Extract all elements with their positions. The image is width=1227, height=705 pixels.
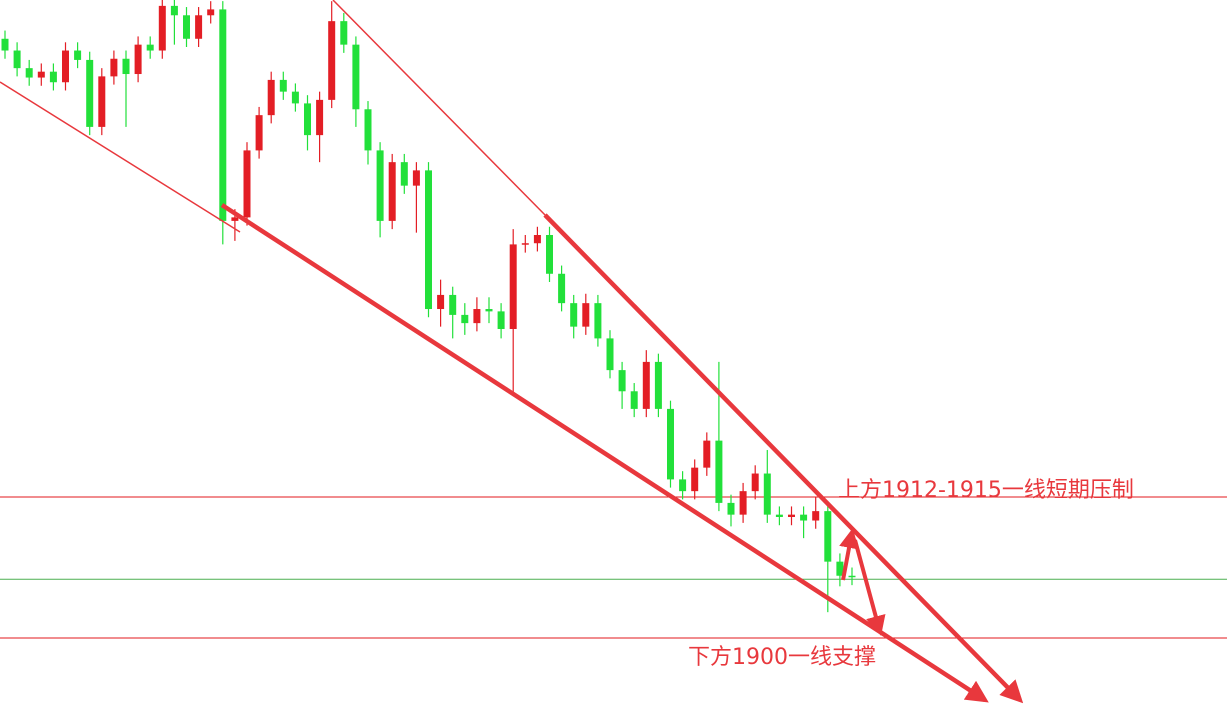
candle-body [449, 294, 457, 315]
candle-body [521, 243, 529, 245]
candle-body [86, 59, 94, 127]
candle-body [812, 511, 820, 521]
candle-body [255, 115, 263, 151]
lower-trendline-thin [0, 81, 241, 233]
candle-body [788, 514, 795, 517]
candle-body [763, 473, 771, 515]
candle-body [98, 76, 106, 127]
candle-body [49, 71, 57, 83]
candle-body [727, 502, 735, 515]
candle-body [146, 44, 154, 51]
lower-trendline [220, 203, 989, 703]
candle-body [654, 361, 662, 409]
candle-body [437, 294, 445, 310]
arrow-up [839, 528, 859, 581]
candle-body [800, 514, 808, 521]
candle-body [316, 99, 324, 136]
candle-body [533, 235, 541, 244]
candle-body [570, 303, 578, 327]
arrow-down [853, 539, 886, 636]
candle-body [267, 79, 275, 116]
candle-body [412, 170, 420, 186]
candle-body [497, 311, 505, 329]
candle-body [388, 162, 396, 221]
candle-body [582, 303, 590, 327]
candle-body [400, 162, 408, 186]
candle-body [739, 491, 747, 515]
candle-body [703, 440, 711, 468]
candle-body [340, 21, 348, 45]
support-note: 下方1900一线支撑 [688, 645, 876, 670]
resistance-note: 上方1912-1915一线短期压制 [838, 478, 1134, 503]
candle-body [667, 408, 674, 480]
upper-trendline [543, 213, 1024, 704]
candle-body [606, 338, 614, 371]
candle-body [25, 68, 33, 78]
candle-body [13, 50, 21, 69]
candle-body [715, 440, 723, 503]
trendlines [0, 0, 1024, 704]
candle-body [62, 50, 69, 83]
candle-body [243, 150, 251, 218]
candle-body [775, 514, 783, 517]
candle-body [134, 44, 142, 75]
candle-body [158, 5, 166, 51]
candle-body [352, 44, 360, 110]
candle-body [824, 511, 832, 562]
candle-body [304, 103, 311, 136]
candle-body [751, 473, 759, 492]
candle-body [836, 561, 844, 576]
candle-body [594, 303, 602, 339]
candle-body [691, 467, 699, 492]
candle-body [328, 21, 336, 100]
candle-body [425, 170, 432, 310]
candle-body [195, 15, 203, 39]
candle-body [509, 244, 517, 329]
candle-body [110, 58, 118, 77]
candles [1, 0, 856, 613]
candle-body [364, 109, 372, 151]
candle-body [1, 38, 9, 51]
candle-body [461, 314, 469, 324]
candle-body [473, 309, 481, 324]
candle-body [183, 15, 190, 39]
candle-body [207, 9, 215, 16]
candle-body [376, 150, 384, 221]
candle-body [485, 309, 493, 312]
candle-body [219, 9, 227, 221]
candle-body [231, 217, 239, 221]
candle-body [122, 58, 130, 75]
candle-body [558, 273, 566, 304]
candle-body [37, 71, 45, 78]
upper-trendline-thin [332, 0, 551, 221]
levels [0, 496, 1227, 639]
candle-body [279, 79, 287, 92]
candle-body [630, 391, 638, 409]
candle-body [618, 370, 626, 392]
candle-body [642, 361, 650, 409]
candle-body [848, 575, 856, 578]
candle-body [74, 50, 82, 60]
candle-body [291, 91, 299, 104]
candle-body [170, 5, 178, 16]
candle-body [546, 235, 553, 274]
candle-body [679, 479, 687, 492]
